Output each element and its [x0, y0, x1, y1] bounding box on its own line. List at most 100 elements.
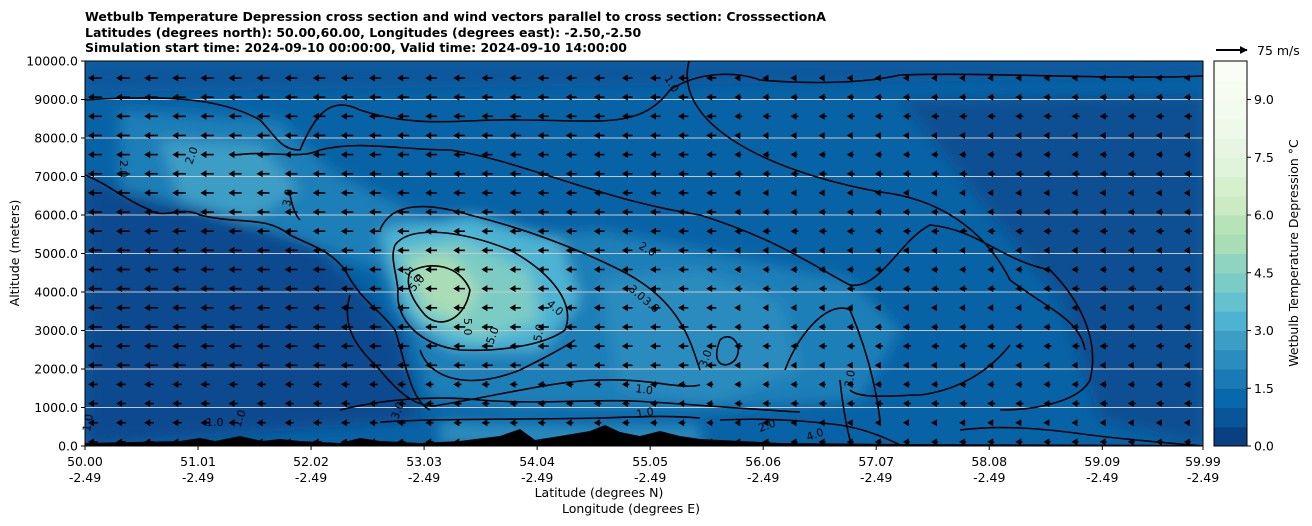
wind-vector-head — [228, 170, 235, 178]
wind-vector-head — [537, 74, 544, 82]
wind-vector-head — [650, 342, 656, 350]
wind-vector-head — [312, 93, 319, 101]
wind-vector-head — [650, 93, 656, 101]
wind-vector-head — [284, 285, 291, 293]
wind-vector-head — [931, 74, 937, 82]
wind-vector-head — [509, 266, 516, 273]
wind-vector-head — [340, 438, 347, 446]
wind-vector-head — [621, 380, 628, 388]
x-axis: 50.00-2.4951.01-2.4952.02-2.4953.03-2.49… — [67, 446, 1221, 485]
wind-vector-head — [818, 170, 825, 178]
wind-vector-head — [537, 285, 544, 293]
wind-vector-head — [987, 131, 994, 139]
wind-vector-head — [397, 266, 404, 273]
wind-vector-head — [650, 380, 656, 388]
wind-vector-head — [902, 342, 909, 350]
wind-vector-head — [931, 380, 937, 388]
wind-vector-head — [256, 189, 263, 197]
wind-vector-head — [509, 189, 516, 197]
wind-vector-head — [818, 112, 825, 120]
wind-vector-head — [172, 74, 179, 82]
contour-label: 5.0 — [461, 318, 474, 336]
wind-vector-head — [144, 438, 151, 446]
wind-vector-head — [144, 361, 151, 369]
wind-vector-head — [790, 285, 797, 293]
wind-vector-head — [312, 323, 319, 331]
colorbar-segment — [1214, 118, 1247, 139]
wind-vector-head — [144, 342, 151, 350]
wind-vector-head — [650, 170, 656, 178]
wind-vector-head — [1155, 380, 1162, 388]
wind-vector-head — [1183, 170, 1190, 178]
wind-vector-head — [1183, 208, 1190, 216]
wind-vector-head — [1071, 246, 1078, 254]
colorbar-segment — [1214, 330, 1247, 351]
wind-vector-head — [116, 189, 123, 197]
wind-vector-head — [312, 151, 319, 159]
wind-vector-head — [706, 189, 713, 197]
wind-vector-head — [1071, 380, 1078, 388]
wind-vector-head — [256, 227, 263, 235]
wind-vector-head — [144, 304, 151, 312]
wind-vector-head — [706, 400, 713, 408]
wind-vector-head — [790, 380, 797, 388]
wind-vector-head — [509, 285, 516, 293]
wind-vector-head — [228, 380, 235, 388]
wind-vector-head — [1127, 400, 1134, 408]
wind-vector-head — [284, 438, 291, 446]
x-axis-label-latitude: Latitude (degrees N) — [535, 485, 664, 500]
wind-vector-head — [228, 285, 235, 293]
wind-vector-head — [509, 323, 516, 331]
wind-vector-head — [987, 93, 994, 101]
wind-vector-head — [902, 438, 909, 446]
wind-vector-head — [425, 438, 432, 446]
wind-vector-head — [1155, 227, 1162, 235]
wind-vector-head — [1099, 131, 1106, 139]
wind-vector-head — [256, 112, 263, 120]
wind-vector-head — [116, 304, 123, 312]
wind-vector-head — [565, 266, 572, 273]
colorbar-segment — [1214, 215, 1247, 235]
wind-vector-head — [144, 131, 151, 139]
wind-vector-head — [312, 380, 319, 388]
wind-vector-head — [846, 323, 853, 331]
wind-vector-head — [1127, 419, 1134, 427]
wind-vector-head — [734, 74, 741, 82]
wind-vector-head — [874, 285, 881, 293]
wind-vector-head — [340, 304, 347, 312]
wind-vector-head — [481, 227, 488, 235]
wind-vector-head — [1127, 151, 1134, 159]
wind-vector-head — [734, 246, 741, 254]
wind-vector-head — [650, 323, 656, 331]
wind-vector-head — [846, 380, 853, 388]
wind-vector-head — [453, 323, 460, 331]
wind-vector-head — [931, 170, 937, 178]
wind-vector-head — [369, 208, 375, 216]
wind-vector-head — [425, 323, 432, 331]
colorbar-segment — [1214, 195, 1247, 216]
wind-vector-head — [650, 285, 656, 293]
wind-vector-head — [425, 419, 432, 427]
wind-vector-head — [678, 112, 685, 120]
wind-vector-head — [931, 438, 937, 446]
wind-vector-head — [931, 208, 937, 216]
wind-vector-head — [481, 400, 488, 408]
wind-vector-head — [200, 400, 207, 408]
wind-vector-head — [425, 246, 432, 254]
wind-vector-head — [172, 400, 179, 408]
wind-vector-head — [172, 151, 179, 159]
contour-label: 1.0 — [635, 382, 654, 397]
wind-vector-head — [1043, 380, 1050, 388]
wind-vector-head — [1043, 131, 1050, 139]
wind-vector-head — [762, 266, 769, 273]
wind-vector-head — [1015, 419, 1022, 427]
contour-label: 2.0 — [183, 145, 201, 166]
wind-vector-head — [425, 74, 432, 82]
wind-vector-head — [1155, 361, 1162, 369]
wind-vector-head — [1183, 285, 1190, 293]
wind-vector-head — [621, 170, 628, 178]
x-tick-label-lon: -2.49 — [295, 470, 327, 485]
wind-vector-head — [256, 304, 263, 312]
wind-vector-head — [987, 361, 994, 369]
wind-vector-head — [144, 170, 151, 178]
